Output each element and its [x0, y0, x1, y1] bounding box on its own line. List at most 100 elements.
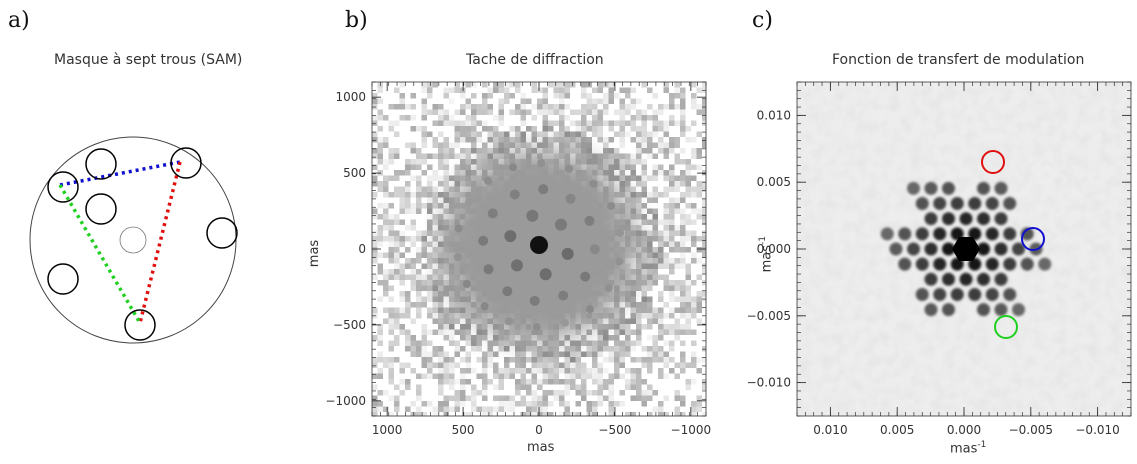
noise-pixel: [608, 324, 614, 330]
noise-pixel: [641, 296, 647, 302]
noise-pixel: [427, 197, 433, 203]
noise-pixel: [410, 302, 416, 308]
noise-pixel: [586, 142, 592, 148]
mtf-spot: [942, 181, 955, 195]
noise-pixel: [630, 192, 636, 198]
noise-pixel: [652, 340, 658, 346]
mtf-spot: [924, 272, 938, 286]
noise-pixel: [443, 395, 449, 401]
noise-pixel: [696, 214, 702, 220]
noise-pixel: [641, 126, 647, 132]
noise-pixel: [383, 318, 389, 324]
noise-pixel: [405, 329, 411, 335]
noise-pixel: [377, 263, 383, 269]
noise-pixel: [680, 98, 686, 104]
noise-pixel: [652, 197, 658, 203]
noise-pixel: [674, 137, 680, 143]
noise-pixel: [460, 335, 466, 341]
noise-pixel: [399, 280, 405, 286]
noise-pixel: [597, 346, 603, 352]
noise-pixel: [504, 87, 510, 93]
noise-pixel: [416, 164, 422, 170]
noise-pixel: [663, 362, 669, 368]
x-tick-label: 1000: [372, 423, 403, 437]
noise-pixel: [603, 137, 609, 143]
noise-pixel: [421, 346, 427, 352]
noise-pixel: [619, 153, 625, 159]
noise-pixel: [454, 351, 460, 357]
noise-pixel: [526, 126, 532, 132]
noise-pixel: [608, 82, 614, 88]
noise-pixel: [548, 368, 554, 374]
noise-pixel: [685, 263, 691, 269]
noise-pixel: [377, 236, 383, 242]
noise-pixel: [586, 126, 592, 132]
noise-pixel: [663, 329, 669, 335]
noise-pixel: [410, 104, 416, 110]
noise-pixel: [427, 307, 433, 313]
speckle: [480, 302, 489, 311]
noise-pixel: [641, 175, 647, 181]
noise-pixel: [652, 214, 658, 220]
noise-pixel: [685, 192, 691, 198]
noise-pixel: [377, 87, 383, 93]
noise-pixel: [603, 109, 609, 115]
noise-pixel: [498, 120, 504, 126]
noise-pixel: [691, 203, 697, 209]
noise-pixel: [438, 192, 444, 198]
noise-pixel: [471, 137, 477, 143]
noise-pixel: [410, 280, 416, 286]
noise-pixel: [564, 115, 570, 121]
noise-pixel: [647, 219, 653, 225]
noise-pixel: [405, 186, 411, 192]
noise-pixel: [685, 219, 691, 225]
noise-pixel: [597, 137, 603, 143]
noise-pixel: [394, 395, 400, 401]
noise-pixel: [658, 104, 664, 110]
noise-pixel: [388, 285, 394, 291]
noise-pixel: [658, 307, 664, 313]
noise-pixel: [531, 357, 537, 363]
noise-pixel: [625, 335, 631, 341]
noise-pixel: [405, 142, 411, 148]
noise-pixel: [674, 280, 680, 286]
noise-pixel: [383, 236, 389, 242]
noise-pixel: [438, 390, 444, 396]
noise-pixel: [559, 137, 565, 143]
noise-pixel: [498, 115, 504, 121]
noise-pixel: [443, 318, 449, 324]
noise-pixel: [487, 87, 493, 93]
noise-pixel: [493, 82, 499, 88]
noise-pixel: [493, 329, 499, 335]
noise-pixel: [509, 401, 515, 407]
noise-pixel: [603, 164, 609, 170]
noise-pixel: [680, 252, 686, 258]
noise-pixel: [575, 126, 581, 132]
y-tick-label: 0.010: [757, 108, 791, 122]
noise-pixel: [636, 131, 642, 137]
mtf-spot: [924, 303, 938, 317]
noise-pixel: [388, 126, 394, 132]
noise-pixel: [421, 351, 427, 357]
noise-pixel: [465, 329, 471, 335]
mtf-spot: [942, 212, 955, 226]
noise-pixel: [454, 379, 460, 385]
mtf-spot: [1020, 257, 1034, 271]
mtf-spot: [994, 303, 1008, 317]
noise-pixel: [372, 115, 378, 121]
noise-pixel: [399, 269, 405, 275]
noise-pixel: [636, 313, 642, 319]
noise-pixel: [438, 313, 444, 319]
noise-pixel: [438, 346, 444, 352]
noise-pixel: [619, 142, 625, 148]
noise-pixel: [416, 203, 422, 209]
noise-pixel: [399, 197, 405, 203]
noise-pixel: [680, 401, 686, 407]
noise-pixel: [498, 98, 504, 104]
noise-pixel: [537, 104, 543, 110]
noise-pixel: [416, 159, 422, 165]
noise-pixel: [652, 346, 658, 352]
noise-pixel: [619, 351, 625, 357]
noise-pixel: [603, 346, 609, 352]
